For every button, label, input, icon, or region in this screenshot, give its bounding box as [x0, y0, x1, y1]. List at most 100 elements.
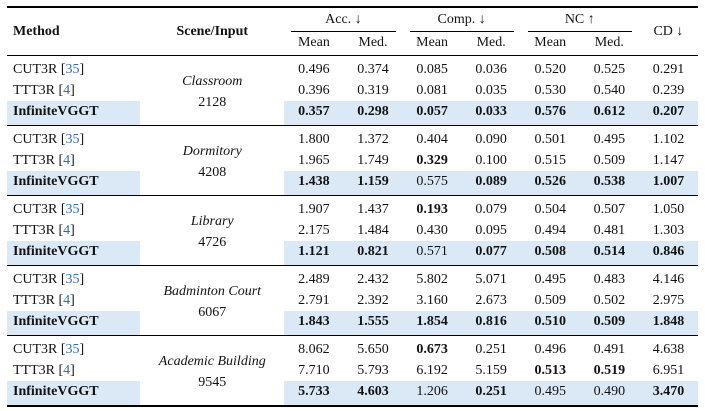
metric-value: 0.430 [416, 223, 448, 238]
metric-value: 1.102 [652, 132, 685, 147]
method-name: CUT3R [13, 272, 58, 287]
table-row: CUT3R [35] Dormitory 4208 1.800 1.372 0.404 0.… [7, 126, 698, 180]
metric-value: 0.490 [579, 381, 639, 406]
metric-value: 0.821 [343, 241, 403, 266]
citation-link[interactable]: 4 [63, 83, 71, 98]
metric-value: 0.501 [534, 132, 566, 147]
metric-value: 0.571 [402, 241, 462, 266]
table-row: InfiniteVGGT 1.438 1.159 0.575 0.089 0.526 0.5… [7, 171, 698, 196]
metric-value: 4.638 [652, 342, 685, 357]
citation-link[interactable]: 4 [63, 153, 71, 168]
metric-value: 0.374 [357, 62, 389, 77]
scene-cell: Dormitory 4208 [140, 126, 284, 196]
metric-value: 0.483 [593, 272, 626, 287]
citation-link[interactable]: 35 [65, 202, 80, 217]
method-cell: TTT3R [4] [13, 153, 75, 168]
scene-cell: Classroom 2128 [140, 56, 284, 126]
metric-value: 0.514 [579, 241, 639, 266]
metric-value: 0.494 [534, 223, 566, 238]
metric-value: 0.846 [638, 241, 698, 266]
metric-value: 1.555 [343, 311, 403, 336]
metric-value: 0.100 [475, 153, 507, 168]
nc-cmidrule: NC ↑ [527, 12, 632, 32]
citation-link[interactable]: 35 [65, 132, 80, 147]
metric-value: 0.504 [534, 202, 566, 217]
metric-value: 2.975 [652, 293, 685, 308]
method-cell: CUT3R [35] [13, 342, 85, 357]
scene-name: Academic Building [158, 354, 266, 369]
metric-value: 2.791 [298, 293, 330, 308]
metric-value: 0.507 [593, 202, 626, 217]
col-subheader-acc-mean: Mean [284, 32, 344, 56]
scene-name: Classroom [182, 74, 243, 89]
metric-value: 5.802 [416, 272, 448, 287]
metric-value: 0.509 [593, 153, 626, 168]
metric-value: 0.319 [357, 83, 389, 98]
scene-input-count: 4726 [198, 235, 227, 250]
metric-value: 2.673 [475, 293, 507, 308]
metric-value: 2.489 [298, 272, 330, 287]
metric-value: 0.035 [475, 83, 507, 98]
metric-value: 0.357 [284, 101, 344, 126]
citation-link[interactable]: 35 [65, 342, 80, 357]
metric-value: 0.079 [475, 202, 507, 217]
metric-value: 0.495 [520, 381, 580, 406]
metric-value: 5.793 [357, 363, 389, 378]
method-name: CUT3R [13, 132, 58, 147]
metric-value: 6.192 [416, 363, 448, 378]
metric-value: 0.513 [534, 363, 566, 378]
citation-link[interactable]: 4 [63, 293, 71, 308]
table-row: CUT3R [35] Classroom 2128 0.496 0.374 0.085 0.… [7, 56, 698, 110]
method-cell: CUT3R [35] [13, 132, 85, 147]
citation-link[interactable]: 4 [63, 223, 71, 238]
metric-value: 0.575 [402, 171, 462, 196]
scene-group: CUT3R [35] Library 4726 1.907 1.437 0.193 0.07… [7, 195, 698, 266]
citation-link[interactable]: 4 [63, 363, 71, 378]
citation-link[interactable]: 35 [65, 62, 80, 77]
metric-value: 0.530 [534, 83, 566, 98]
scene-input-count: 9545 [198, 375, 227, 390]
metric-value: 0.495 [534, 272, 566, 287]
metric-value: 1.965 [298, 153, 330, 168]
metric-value: 0.496 [534, 342, 566, 357]
metric-value: 0.525 [593, 62, 626, 77]
table-row: CUT3R [35] Badminton Court 6067 2.489 2.432 5… [7, 266, 698, 320]
method-cell: TTT3R [4] [13, 223, 75, 238]
header-row-sub: Mean Med. Mean Med. Mean Med. [7, 32, 698, 56]
metric-value: 0.502 [593, 293, 626, 308]
metric-value: 1.206 [402, 381, 462, 406]
metric-value: 1.749 [357, 153, 389, 168]
metric-value: 3.160 [416, 293, 448, 308]
col-subheader-acc-med: Med. [343, 32, 403, 56]
metric-value: 1.800 [298, 132, 330, 147]
metric-value: 0.509 [534, 293, 566, 308]
col-header-nc: NC ↑ [521, 7, 639, 32]
metric-value: 0.540 [593, 83, 626, 98]
col-subheader-comp-mean: Mean [402, 32, 462, 56]
metric-value: 0.085 [416, 62, 448, 77]
method-name: InfiniteVGGT [13, 314, 99, 329]
scene-name: Library [190, 214, 234, 229]
metric-value: 1.484 [357, 223, 389, 238]
method-name: CUT3R [13, 202, 58, 217]
metric-value: 0.298 [343, 101, 403, 126]
metric-value: 0.481 [593, 223, 626, 238]
table-row: InfiniteVGGT 0.357 0.298 0.057 0.033 0.576 0.6… [7, 101, 698, 126]
metric-value: 1.121 [284, 241, 344, 266]
table-row: InfiniteVGGT 1.121 0.821 0.571 0.077 0.508 0.5… [7, 241, 698, 266]
col-header-acc: Acc. ↓ [284, 7, 402, 32]
scene-group: CUT3R [35] Dormitory 4208 1.800 1.372 0.404 0.… [7, 125, 698, 196]
metric-value: 0.519 [593, 363, 626, 378]
metric-value: 0.495 [593, 132, 626, 147]
metric-value: 0.612 [579, 101, 639, 126]
metric-value: 1.438 [284, 171, 344, 196]
method-name: TTT3R [13, 83, 55, 98]
citation-link[interactable]: 35 [65, 272, 80, 287]
method-cell: InfiniteVGGT [7, 241, 141, 266]
metric-value: 1.159 [343, 171, 403, 196]
metric-value: 0.520 [534, 62, 566, 77]
scene-name: Dormitory [182, 144, 242, 159]
table-row: TTT3R [4] 2.791 2.392 3.160 2.673 0.509 0.502 2… [7, 290, 698, 311]
table-row: CUT3R [35] Library 4726 1.907 1.437 0.193 0.07… [7, 196, 698, 250]
